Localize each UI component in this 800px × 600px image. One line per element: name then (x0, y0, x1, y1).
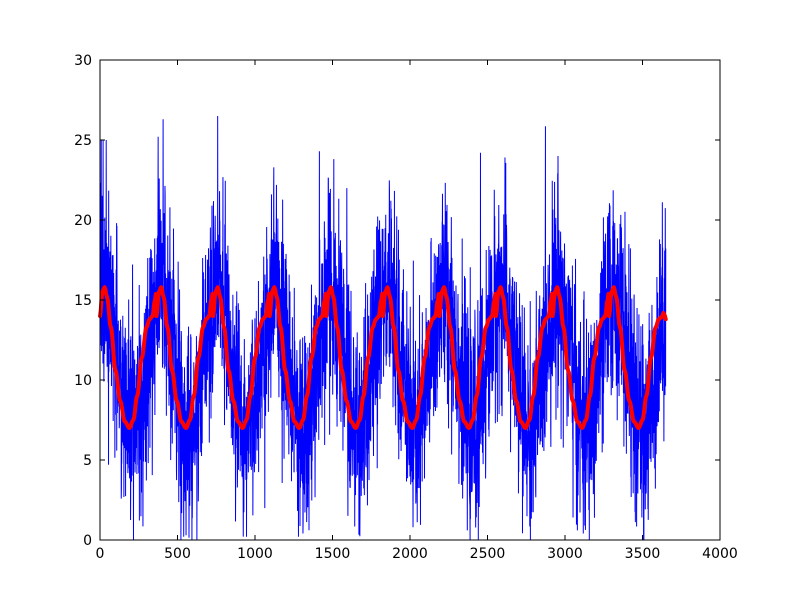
x-tick-label: 3000 (547, 546, 583, 562)
y-tick-label: 20 (74, 213, 92, 229)
x-tick-label: 2000 (392, 546, 428, 562)
x-tick-label: 500 (164, 546, 191, 562)
y-tick-label: 10 (74, 373, 92, 389)
axes-layer: 0 500 1000 1500 2000 2500 3000 3500 4000 0 5 10 15 20… (74, 53, 738, 562)
x-tick-label: 1500 (315, 546, 351, 562)
series-line-fit (98, 285, 668, 430)
y-tick-label: 15 (74, 293, 92, 309)
y-tick-label: 5 (83, 453, 92, 469)
x-tick-label: 4000 (702, 546, 738, 562)
x-tick-label: 3500 (625, 546, 661, 562)
y-tick-label: 25 (74, 133, 92, 149)
x-tick-label: 0 (96, 546, 105, 562)
x-tick-label: 1000 (237, 546, 273, 562)
x-tick-label: 2500 (470, 546, 506, 562)
y-tick-label: 30 (74, 53, 92, 69)
y-tick-label: 0 (83, 533, 92, 549)
series-layer (98, 115, 668, 541)
series-line-noisy (99, 115, 667, 541)
